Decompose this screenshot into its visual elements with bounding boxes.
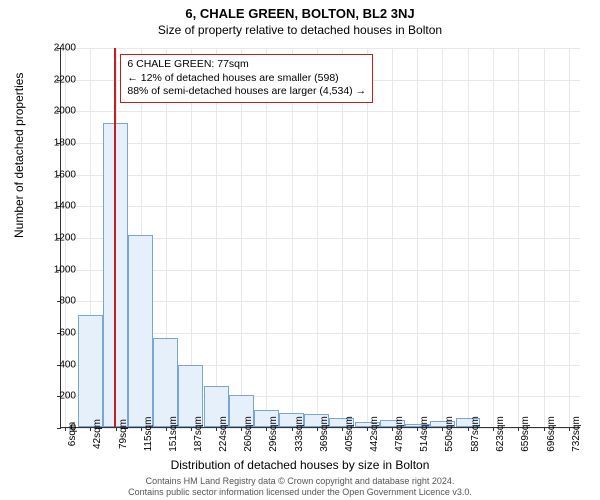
- x-tick-label: 79sqm: [118, 419, 129, 449]
- histogram-bar: [153, 338, 178, 427]
- x-tick-label: 478sqm: [394, 416, 405, 452]
- histogram-bar: [78, 315, 103, 427]
- histogram-bar: [128, 235, 153, 427]
- chart-container: 6, CHALE GREEN, BOLTON, BL2 3NJ Size of …: [0, 0, 600, 500]
- x-tick-label: 442sqm: [369, 416, 380, 452]
- x-tick-label: 732sqm: [571, 416, 582, 452]
- x-axis-label: Distribution of detached houses by size …: [0, 458, 600, 472]
- y-tick-label: 800: [46, 296, 76, 307]
- plot-area: 6 CHALE GREEN: 77sqm← 12% of detached ho…: [60, 48, 580, 428]
- x-tick-label: 514sqm: [419, 416, 430, 452]
- x-tick-label: 260sqm: [243, 416, 254, 452]
- x-tick-label: 696sqm: [546, 416, 557, 452]
- y-axis-label: Number of detached properties: [12, 73, 26, 238]
- x-tick-label: 6sqm: [67, 422, 78, 446]
- x-tick-label: 623sqm: [495, 416, 506, 452]
- y-tick-label: 2000: [46, 106, 76, 117]
- footer-attribution: Contains HM Land Registry data © Crown c…: [0, 476, 600, 498]
- x-tick-label: 587sqm: [470, 416, 481, 452]
- y-tick-label: 1800: [46, 138, 76, 149]
- annotation-box: 6 CHALE GREEN: 77sqm← 12% of detached ho…: [120, 54, 373, 103]
- x-tick-label: 333sqm: [294, 416, 305, 452]
- y-tick-label: 1200: [46, 233, 76, 244]
- chart-title: 6, CHALE GREEN, BOLTON, BL2 3NJ: [0, 0, 600, 21]
- x-tick-label: 659sqm: [520, 416, 531, 452]
- y-tick-label: 200: [46, 391, 76, 402]
- y-tick-label: 1600: [46, 169, 76, 180]
- y-tick-label: 400: [46, 359, 76, 370]
- y-tick-label: 2400: [46, 43, 76, 54]
- y-tick-label: 600: [46, 328, 76, 339]
- x-tick-label: 369sqm: [319, 416, 330, 452]
- x-tick-label: 115sqm: [143, 417, 154, 452]
- x-tick-label: 187sqm: [193, 416, 204, 452]
- x-tick-label: 42sqm: [92, 419, 103, 449]
- y-tick-label: 2200: [46, 74, 76, 85]
- x-tick-label: 405sqm: [344, 416, 355, 452]
- footer-line-2: Contains public sector information licen…: [0, 487, 600, 498]
- annotation-line-2: ← 12% of detached houses are smaller (59…: [127, 72, 366, 86]
- footer-line-1: Contains HM Land Registry data © Crown c…: [0, 476, 600, 487]
- property-marker-line: [114, 48, 116, 427]
- annotation-line-1: 6 CHALE GREEN: 77sqm: [127, 58, 366, 72]
- chart-subtitle: Size of property relative to detached ho…: [0, 21, 600, 37]
- y-tick-label: 1400: [46, 201, 76, 212]
- annotation-line-3: 88% of semi-detached houses are larger (…: [127, 85, 366, 99]
- x-tick-label: 151sqm: [168, 416, 179, 452]
- x-tick-label: 550sqm: [444, 416, 455, 452]
- y-tick-label: 1000: [46, 264, 76, 275]
- x-tick-label: 224sqm: [218, 416, 229, 452]
- x-tick-label: 296sqm: [268, 416, 279, 452]
